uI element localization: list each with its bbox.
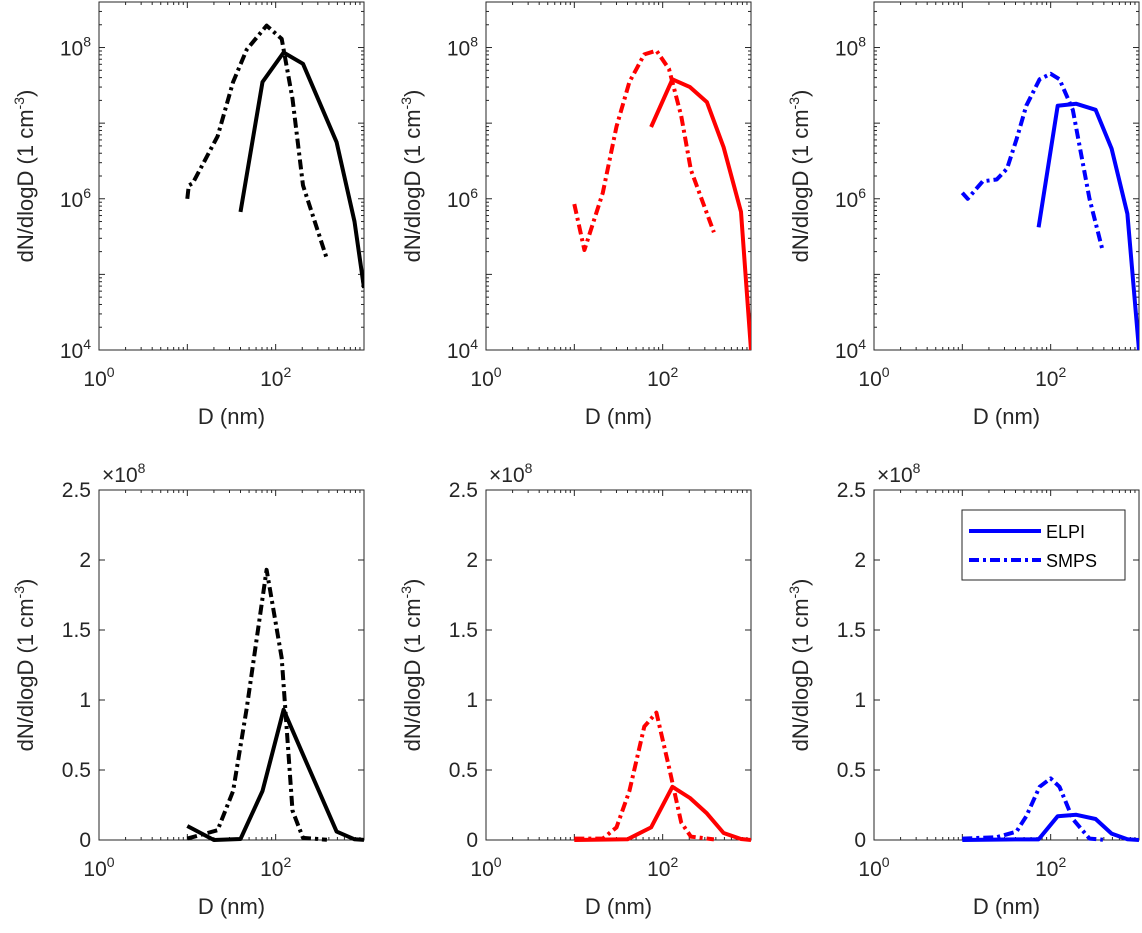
series-line-smps [574, 710, 715, 842]
x-tick-label: 102 [260, 364, 291, 391]
y-tick-label: 1.5 [449, 619, 478, 642]
x-axis-label: D (nm) [198, 404, 265, 429]
x-tick-label: 102 [647, 364, 678, 391]
series-line-elpi [238, 50, 364, 289]
y-tick-label: 108 [60, 34, 91, 61]
y-tick-label: 1 [466, 689, 478, 712]
y-tick-label: 1 [854, 689, 866, 712]
axes-box [485, 1, 752, 351]
y-axis-label: dN/dlogD (1 cm-3) [11, 90, 38, 263]
x-tick-label: 102 [647, 854, 678, 881]
series-line-smps [962, 776, 1104, 842]
y-tick-label: 0 [854, 829, 866, 852]
y-tick-label: 2.5 [62, 479, 91, 502]
y-axis-label: dN/dlogD (1 cm-3) [11, 579, 38, 752]
y-tick-label: 108 [447, 34, 478, 61]
subplot-top-middle: 100 102 104 106 108 D (nm) dN/dlogD (1 cm-3) [398, 1, 752, 429]
legend: ELPI SMPS [961, 509, 1126, 581]
subplot-top-right: 100 102 104 106 108 D (nm) dN/dlogD (1 cm-3) [786, 1, 1140, 429]
x-axis-label: D (nm) [585, 404, 652, 429]
y-tick-label: 2.5 [837, 479, 866, 502]
x-tick-label: 100 [470, 854, 501, 881]
subplot-bottom-left: 100 102 0 0.5 1 1.5 2 2.5 ×108 D (nm) dN/dlogD (1 … [11, 460, 365, 919]
axes-box [873, 1, 1140, 351]
x-axis-label: D (nm) [973, 894, 1040, 919]
y-tick-label: 2 [466, 549, 478, 572]
legend-box [961, 509, 1126, 581]
y-tick-label: 106 [447, 185, 478, 212]
subplot-top-left: 100 102 104 106 108 D (nm) dN/dlogD (1 cm-3) [11, 1, 365, 429]
y-multiplier-label: ×108 [877, 460, 921, 487]
y-tick-label: 104 [60, 336, 91, 363]
y-tick-label: 106 [60, 185, 91, 212]
y-tick-label: 106 [835, 185, 866, 212]
x-tick-label: 100 [858, 854, 889, 881]
y-axis-label: dN/dlogD (1 cm-3) [786, 90, 813, 263]
y-tick-label: 1 [79, 689, 91, 712]
y-tick-label: 104 [447, 336, 478, 363]
series-line-smps [185, 23, 329, 260]
y-tick-label: 1.5 [837, 619, 866, 642]
y-multiplier-label: ×108 [102, 460, 146, 487]
y-tick-label: 0.5 [837, 759, 866, 782]
x-tick-label: 102 [260, 854, 291, 881]
y-tick-label: 2 [79, 549, 91, 572]
x-axis-label: D (nm) [198, 894, 265, 919]
y-tick-label: 0.5 [62, 759, 91, 782]
legend-label: ELPI [1046, 522, 1085, 542]
axes-box [98, 1, 365, 351]
y-tick-label: 1.5 [62, 619, 91, 642]
series-line-elpi [186, 707, 364, 842]
y-axis-label: dN/dlogD (1 cm-3) [786, 579, 813, 752]
x-tick-label: 102 [1035, 364, 1066, 391]
legend-label: SMPS [1046, 551, 1097, 571]
x-tick-label: 100 [83, 364, 114, 391]
y-multiplier-label: ×108 [489, 460, 533, 487]
series-line-smps [186, 567, 328, 842]
series-line-elpi [962, 812, 1139, 842]
x-tick-label: 100 [858, 364, 889, 391]
y-tick-label: 104 [835, 336, 866, 363]
x-axis-label: D (nm) [973, 404, 1040, 429]
y-tick-label: 2 [854, 549, 866, 572]
subplot-bottom-middle: 100 102 0 0.5 1 1.5 2 2.5 ×108 D (nm) dN/dlogD (1 … [398, 460, 752, 919]
y-tick-label: 108 [835, 34, 866, 61]
y-tick-label: 0 [79, 829, 91, 852]
y-tick-label: 2.5 [449, 479, 478, 502]
y-tick-label: 0.5 [449, 759, 478, 782]
y-axis-label: dN/dlogD (1 cm-3) [398, 579, 425, 752]
axes-box [485, 489, 752, 841]
y-tick-label: 0 [466, 829, 478, 852]
series-line-elpi [574, 784, 751, 842]
x-axis-label: D (nm) [585, 894, 652, 919]
axes-box [98, 489, 365, 841]
series-line-smps [572, 48, 716, 252]
y-axis-label: dN/dlogD (1 cm-3) [398, 90, 425, 263]
x-tick-label: 102 [1035, 854, 1066, 881]
series-line-elpi [1036, 101, 1139, 351]
x-tick-label: 100 [83, 854, 114, 881]
subplot-bottom-right: 100 102 0 0.5 1 1.5 2 2.5 ×108 D (nm) dN/dlogD (1 … [786, 460, 1140, 919]
series-line-smps [960, 71, 1105, 253]
x-tick-label: 100 [470, 364, 501, 391]
